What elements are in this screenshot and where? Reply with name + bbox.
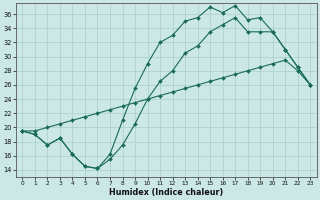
X-axis label: Humidex (Indice chaleur): Humidex (Indice chaleur) [109, 188, 223, 197]
